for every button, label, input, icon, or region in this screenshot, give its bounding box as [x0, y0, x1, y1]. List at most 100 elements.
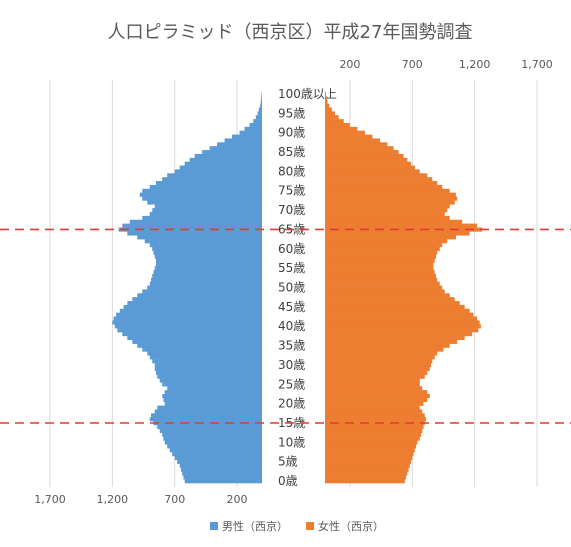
male-bar [240, 131, 262, 135]
bottom-tick-label: 1,700 [34, 493, 66, 506]
female-bar [325, 193, 456, 197]
female-bar [325, 177, 432, 181]
female-bar [325, 444, 416, 448]
female-bar [325, 104, 329, 108]
top-tick-label: 1,700 [521, 58, 553, 71]
female-bar [325, 448, 415, 452]
legend-swatch-female [306, 522, 314, 530]
male-bar [156, 262, 262, 266]
male-bar [156, 371, 262, 375]
female-bar [325, 146, 394, 150]
female-bar [325, 375, 425, 379]
male-bar [152, 208, 262, 212]
male-bar [142, 289, 262, 293]
age-label: 80歳 [278, 164, 305, 178]
male-bar [157, 375, 262, 379]
female-bar [325, 131, 365, 135]
male-bar [152, 247, 262, 251]
male-bar [154, 251, 262, 255]
female-bar [325, 348, 443, 352]
female-bar [325, 286, 442, 290]
male-bar [180, 464, 262, 468]
male-bar [112, 320, 262, 324]
male-bar [155, 363, 262, 367]
male-bar [210, 146, 262, 150]
female-bar [325, 479, 405, 483]
female-bar [325, 440, 417, 444]
female-bar [325, 119, 344, 123]
male-bar [185, 162, 262, 166]
male-bar [157, 425, 262, 429]
female-bar [325, 162, 411, 166]
female-bar [325, 344, 450, 348]
male-bar [157, 406, 262, 410]
female-bar [325, 433, 421, 437]
female-bar [325, 282, 440, 286]
male-bar [165, 390, 262, 394]
female-bar [325, 123, 350, 127]
male-bar [155, 409, 262, 413]
male-bar [150, 417, 262, 421]
male-bar [130, 220, 262, 224]
male-bar [122, 224, 262, 228]
female-bar [325, 417, 426, 421]
female-bar [325, 293, 450, 297]
age-label: 60歳 [278, 242, 305, 256]
male-bar [154, 270, 262, 274]
male-bar [183, 475, 262, 479]
female-bar [325, 301, 460, 305]
female-bar [325, 220, 462, 224]
female-bar [325, 305, 465, 309]
male-bar [124, 305, 262, 309]
male-bar [167, 173, 262, 177]
male-bar [202, 150, 262, 154]
female-bar [325, 247, 440, 251]
age-label: 45歳 [278, 300, 305, 314]
legend-label-female: 女性（西京） [318, 519, 384, 533]
male-bar [140, 193, 262, 197]
male-bar [177, 460, 262, 464]
male-bar [232, 135, 262, 139]
age-label: 95歳 [278, 106, 305, 120]
male-bar [114, 317, 262, 321]
male-bar [142, 348, 262, 352]
female-bar [325, 258, 435, 262]
male-bar [155, 255, 262, 259]
age-label: 100歳以上 [278, 87, 337, 101]
female-bar [325, 166, 415, 170]
age-label: 25歳 [278, 377, 305, 391]
female-bar [325, 328, 478, 332]
male-bar [127, 336, 262, 340]
male-bar [152, 359, 262, 363]
female-bar [325, 111, 335, 115]
female-bar [325, 262, 433, 266]
male-bar [175, 169, 262, 173]
male-bar [117, 328, 262, 332]
female-bar [325, 324, 481, 328]
female-bar [325, 429, 422, 433]
male-bar [217, 142, 262, 146]
male-bar [258, 111, 262, 115]
male-bar [150, 243, 262, 247]
male-bar [167, 386, 262, 390]
female-bar [325, 251, 437, 255]
age-label: 40歳 [278, 319, 305, 333]
male-bar [160, 429, 262, 433]
female-bar [325, 425, 424, 429]
female-bar [325, 378, 420, 382]
female-bar [325, 464, 410, 468]
female-bar [325, 390, 427, 394]
female-bar [325, 181, 437, 185]
female-bar [325, 456, 412, 460]
female-bar [325, 216, 450, 220]
male-bar [175, 456, 262, 460]
female-bar [325, 204, 450, 208]
female-bar [325, 243, 442, 247]
male-bar [261, 100, 262, 104]
female-bar [325, 320, 480, 324]
male-bar [132, 340, 262, 344]
male-bar [150, 212, 262, 216]
age-label: 20歳 [278, 397, 305, 411]
male-bar [165, 402, 262, 406]
